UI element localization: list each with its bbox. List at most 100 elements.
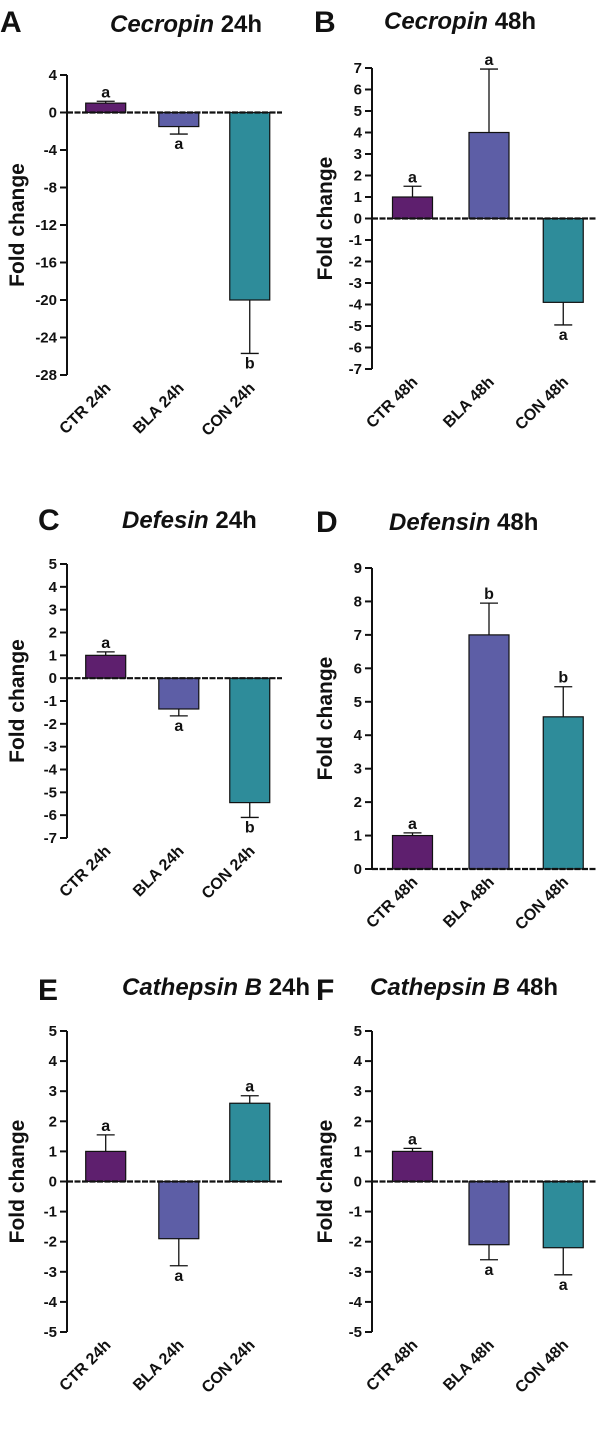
x-tick-label-a-1: CTR 24h: [57, 380, 115, 438]
y-tick-label-d: 9: [354, 560, 362, 577]
bar-b-1: [391, 196, 434, 220]
significance-letter-c-3: b: [245, 819, 255, 836]
bar-a-2: [158, 111, 200, 128]
x-tick-label-b-2: BLA 48h: [440, 374, 497, 431]
bar-e-3: [229, 1102, 271, 1183]
y-tick-label-b: 7: [354, 60, 362, 77]
y-tick-label-e: 3: [49, 1083, 57, 1100]
significance-letter-b-2: a: [485, 52, 494, 69]
y-axis-label-f: Fold change: [314, 1120, 337, 1244]
x-tick-label-f-2: BLA 48h: [440, 1337, 497, 1394]
title-time-a: 24h: [221, 11, 262, 38]
significance-letter-e-1: a: [101, 1118, 110, 1135]
x-tick-label-a-2: BLA 24h: [130, 380, 187, 437]
y-tick-label-e: 1: [49, 1143, 57, 1160]
y-tick-label-d: 1: [354, 828, 362, 845]
y-tick-label-b: 2: [354, 168, 362, 185]
x-tick-label-c-3: CON 24h: [199, 843, 259, 903]
bar-c-2: [158, 677, 200, 710]
bar-c-1: [85, 654, 127, 679]
bar-f-1: [391, 1150, 434, 1183]
y-tick-label-a: -16: [35, 255, 57, 272]
y-tick-label-c: 1: [49, 647, 57, 664]
y-tick-label-b: -5: [349, 318, 362, 335]
bar-d-3: [542, 716, 584, 870]
bar-f-2: [468, 1180, 510, 1246]
chart-title-e: Cathepsin B 24h: [122, 974, 310, 1001]
significance-letter-d-3: b: [558, 670, 568, 687]
y-tick-label-d: 0: [354, 861, 362, 878]
panel-e: E Cathepsin B 24h Fold change 5 4 3 2 1 0 -1 -2 -3 -…: [6, 974, 310, 1397]
y-tick-label-a: 4: [49, 67, 58, 84]
y-tick-label-c: 4: [49, 579, 58, 596]
bar-b-3: [542, 217, 584, 303]
y-tick-label-d: 4: [354, 727, 363, 744]
panel-d: D Defensin 48h Fold change 9 8 7 6 5 4 3 2 1 0 a CTR 4…: [314, 506, 597, 934]
significance-letter-b-3: a: [559, 327, 568, 344]
y-tick-label-a: -12: [35, 217, 57, 234]
y-tick-label-e: -4: [44, 1294, 58, 1311]
y-tick-label-c: 2: [49, 625, 57, 642]
y-tick-label-b: 0: [354, 211, 362, 228]
title-time-e: 24h: [269, 974, 310, 1001]
y-tick-label-b: 1: [354, 189, 362, 206]
panel-c: C Defesin 24h Fold change 5 4 3 2 1 0 -1 -2 -3 -4 -5 -…: [6, 504, 282, 903]
panel-letter-a: A: [0, 6, 22, 39]
y-tick-label-d: 3: [354, 761, 362, 778]
y-axis-label-b: Fold change: [314, 157, 337, 281]
title-gene-b: Cecropin: [384, 8, 495, 35]
y-tick-label-a: -4: [44, 142, 58, 159]
y-tick-label-d: 5: [354, 694, 362, 711]
significance-letter-f-1: a: [408, 1131, 417, 1148]
y-tick-label-e: -2: [44, 1234, 57, 1251]
x-tick-label-b-1: CTR 48h: [363, 374, 421, 432]
y-tick-label-b: -3: [349, 275, 362, 292]
panel-letter-d: D: [316, 506, 338, 539]
bar-b-2: [468, 131, 510, 220]
y-tick-label-b: -6: [349, 340, 362, 357]
x-tick-label-d-2: BLA 48h: [440, 874, 497, 931]
y-tick-label-a: -24: [35, 330, 57, 347]
x-tick-label-e-2: BLA 24h: [130, 1337, 187, 1394]
chart-title-a: Cecropin 24h: [110, 11, 262, 38]
y-tick-label-b: -2: [349, 254, 362, 271]
y-tick-label-f: 2: [354, 1113, 362, 1130]
y-tick-label-c: 3: [49, 602, 57, 619]
y-tick-label-c: -6: [44, 807, 57, 824]
y-tick-label-d: 2: [354, 794, 362, 811]
y-tick-label-b: 6: [354, 82, 362, 99]
y-tick-label-f: 5: [354, 1023, 362, 1040]
y-tick-label-f: 1: [354, 1143, 362, 1160]
bar-e-2: [158, 1180, 200, 1240]
title-gene-e: Cathepsin B: [122, 974, 269, 1001]
significance-letter-a-1: a: [101, 84, 110, 101]
y-tick-label-c: -4: [44, 762, 58, 779]
y-tick-label-f: -3: [349, 1264, 362, 1281]
y-tick-label-f: -4: [349, 1294, 363, 1311]
title-time-d: 48h: [497, 509, 538, 536]
significance-letter-c-2: a: [174, 718, 183, 735]
y-axis-label-e: Fold change: [6, 1120, 29, 1244]
significance-letter-f-3: a: [559, 1277, 568, 1294]
y-tick-label-a: -28: [35, 367, 57, 384]
x-tick-label-c-1: CTR 24h: [57, 843, 115, 901]
bar-a-1: [85, 102, 127, 114]
y-tick-label-c: -5: [44, 784, 57, 801]
y-axis-label-c: Fold change: [6, 639, 29, 763]
y-tick-label-e: 5: [49, 1023, 57, 1040]
y-tick-label-e: 2: [49, 1113, 57, 1130]
y-tick-label-b: 4: [354, 125, 363, 142]
bar-d-1: [391, 834, 434, 870]
y-tick-label-c: -7: [44, 830, 57, 847]
panel-b: B Cecropin 48h Fold change 7 6 5 4 3 2 1 0 -1 -2 -3 -4…: [314, 6, 597, 434]
panel-letter-e: E: [38, 974, 58, 1007]
x-tick-label-c-2: BLA 24h: [130, 843, 187, 900]
y-tick-label-b: 5: [354, 103, 362, 120]
bar-e-1: [85, 1150, 127, 1183]
y-tick-label-d: 7: [354, 627, 362, 644]
y-tick-label-f: 3: [354, 1083, 362, 1100]
y-tick-label-e: 4: [49, 1053, 58, 1070]
title-gene-c: Defesin: [122, 507, 215, 534]
significance-letter-f-2: a: [485, 1262, 494, 1279]
significance-letter-c-1: a: [101, 635, 110, 652]
